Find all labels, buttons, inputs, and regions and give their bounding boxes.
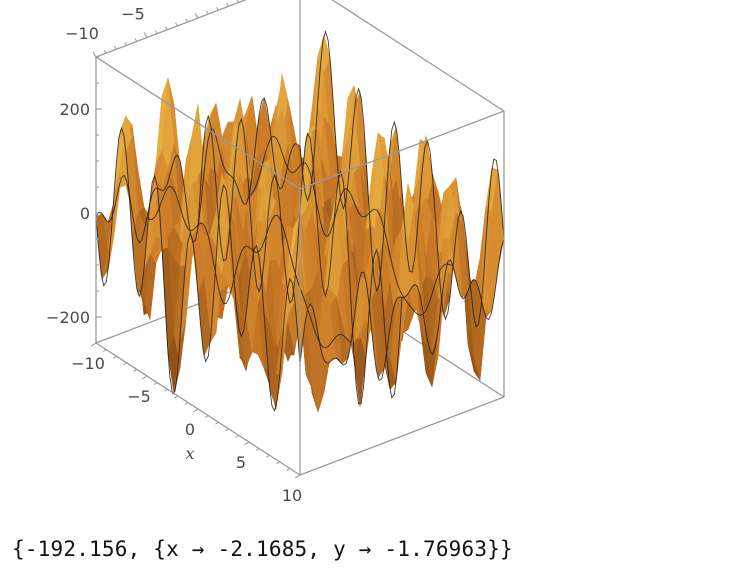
box-edge [299, 110, 505, 190]
bounding-box-front-edges [95, 0, 505, 476]
axis-tick [235, 434, 240, 438]
mesh-line [299, 238, 505, 382]
axis-tick [245, 441, 250, 445]
axis-tick [185, 18, 189, 23]
axis-tick [133, 368, 138, 372]
axis-tick [154, 30, 158, 34]
x-axis-label: x [185, 444, 194, 463]
y-tick-label: 0 [179, 0, 189, 4]
y-tick-label: −10 [65, 24, 99, 43]
axis-tick [205, 10, 209, 15]
box-edge [95, 56, 301, 190]
z-tick-label: 0 [80, 204, 90, 223]
mesh-line [248, 136, 454, 316]
axis-tick [164, 26, 168, 30]
y-tick-label: −5 [121, 5, 145, 24]
axis-tick [175, 22, 179, 27]
axis-tick [143, 375, 148, 379]
axis-tick [195, 14, 199, 19]
axis-tick [266, 454, 270, 458]
x-tick-label: 5 [236, 453, 246, 472]
axis-tick [226, 3, 230, 7]
mesh-line [95, 97, 301, 244]
x-tick-label: −10 [71, 354, 105, 373]
axis-tick [296, 474, 301, 478]
axis-tick [204, 415, 209, 419]
axis-tick [124, 42, 128, 46]
mesh-line [299, 30, 505, 328]
z-tick-label: −200 [46, 308, 90, 327]
x-tick-label: −5 [127, 387, 151, 406]
axis-tick [113, 45, 117, 50]
axis-tick [123, 362, 127, 366]
axis-tick [134, 38, 138, 42]
axis-tick [255, 448, 260, 452]
minimization-result: {-192.156, {x → -2.1685, y → -1.76963}} [12, 537, 513, 561]
axis-tick [102, 349, 107, 353]
x-tick-label: 0 [185, 420, 195, 439]
axis-tick [225, 428, 229, 432]
axis-tick [215, 421, 219, 425]
axis-tick [174, 395, 178, 399]
axis-tick [144, 34, 148, 38]
x-tick-label: 10 [282, 486, 302, 505]
axis-ticks [90, 0, 301, 479]
axis-tick [113, 355, 117, 359]
axis-tick [184, 401, 189, 405]
axis-tick [92, 342, 97, 346]
z-tick-label: 200 [59, 100, 90, 119]
mesh-line [95, 126, 301, 413]
box-edge [299, 396, 505, 476]
axis-tick [103, 49, 107, 54]
axis-tick [276, 461, 280, 465]
surface-mesh [95, 30, 505, 413]
mesh-line [146, 185, 352, 349]
axis-tick [164, 388, 168, 392]
axis-tick [236, 0, 240, 3]
box-edge [331, 0, 505, 112]
axis-tick [215, 6, 219, 11]
axis-tick [93, 53, 97, 58]
axis-tick [286, 467, 291, 471]
axis-tick [194, 408, 199, 412]
axis-tick [153, 382, 158, 386]
